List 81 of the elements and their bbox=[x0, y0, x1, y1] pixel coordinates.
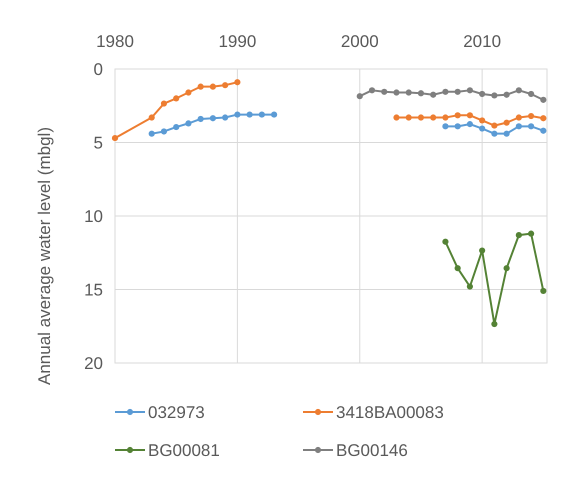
point bbox=[540, 96, 546, 103]
point bbox=[368, 87, 376, 94]
point bbox=[504, 265, 510, 272]
point bbox=[258, 111, 265, 118]
point bbox=[491, 122, 498, 129]
point bbox=[504, 120, 510, 126]
point bbox=[430, 114, 436, 121]
legend-label: BG00146 bbox=[336, 441, 408, 460]
point bbox=[430, 92, 436, 98]
point bbox=[234, 111, 240, 118]
point bbox=[234, 79, 240, 86]
point bbox=[160, 128, 168, 135]
point bbox=[540, 288, 546, 294]
point bbox=[393, 114, 400, 121]
point bbox=[528, 90, 534, 98]
point bbox=[185, 120, 192, 126]
y-tick-label: 15 bbox=[84, 280, 103, 300]
point bbox=[528, 123, 534, 130]
point bbox=[516, 114, 522, 121]
point bbox=[185, 89, 192, 96]
point bbox=[528, 230, 534, 237]
point bbox=[442, 238, 449, 245]
y-axis-title: Annual average water level (mbgl) bbox=[35, 127, 54, 385]
x-tick-label: 2010 bbox=[463, 32, 502, 51]
x-tick-label: 2000 bbox=[340, 32, 379, 51]
point bbox=[442, 114, 449, 121]
point bbox=[540, 128, 546, 134]
point bbox=[222, 114, 228, 121]
point bbox=[222, 82, 228, 88]
point bbox=[406, 89, 412, 96]
point bbox=[442, 88, 449, 95]
point bbox=[210, 84, 216, 90]
point bbox=[418, 90, 424, 96]
legend-label: 3418BA00083 bbox=[336, 403, 444, 422]
point bbox=[381, 88, 388, 95]
y-tick-label: 5 bbox=[94, 134, 103, 152]
point bbox=[491, 320, 498, 328]
x-tick-label: 1990 bbox=[218, 32, 256, 51]
point bbox=[491, 92, 498, 99]
point bbox=[479, 117, 486, 124]
y-tick-label: 10 bbox=[84, 207, 103, 226]
point bbox=[454, 265, 461, 272]
point bbox=[540, 115, 546, 122]
y-tick-label: 20 bbox=[84, 354, 103, 373]
point bbox=[466, 121, 473, 128]
point bbox=[466, 283, 473, 290]
point bbox=[393, 89, 400, 96]
point bbox=[479, 247, 486, 254]
point bbox=[516, 232, 522, 238]
point bbox=[356, 93, 363, 100]
point bbox=[454, 112, 461, 118]
point bbox=[173, 124, 180, 130]
point bbox=[418, 114, 424, 121]
point bbox=[454, 123, 461, 130]
point bbox=[491, 130, 498, 137]
legend-label: BG00081 bbox=[148, 441, 220, 460]
point bbox=[148, 114, 155, 121]
point bbox=[528, 112, 534, 120]
point bbox=[198, 84, 204, 90]
point bbox=[246, 111, 253, 118]
x-tick-label: 1980 bbox=[96, 32, 134, 51]
point bbox=[466, 112, 473, 118]
point bbox=[210, 115, 216, 122]
legend-label: 032973 bbox=[148, 403, 205, 422]
point bbox=[112, 135, 118, 142]
point bbox=[466, 87, 473, 94]
point bbox=[442, 123, 449, 130]
point bbox=[479, 125, 486, 132]
point bbox=[479, 90, 486, 98]
point bbox=[160, 100, 168, 107]
point bbox=[516, 123, 522, 130]
point bbox=[516, 87, 522, 94]
point bbox=[504, 92, 510, 98]
point bbox=[271, 111, 278, 118]
point bbox=[454, 88, 461, 95]
point bbox=[173, 95, 180, 102]
point bbox=[406, 114, 412, 121]
point bbox=[504, 130, 510, 137]
y-tick-label: 0 bbox=[94, 60, 103, 79]
point bbox=[148, 130, 155, 137]
point bbox=[198, 116, 204, 122]
